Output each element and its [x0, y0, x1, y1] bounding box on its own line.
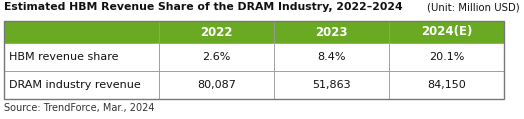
Bar	[4, 43, 159, 71]
Text: 20.1%: 20.1%	[429, 52, 464, 62]
Text: DRAM industry revenue: DRAM industry revenue	[9, 80, 141, 90]
Bar	[389, 43, 504, 71]
Bar	[159, 43, 274, 71]
Text: 2022: 2022	[200, 25, 233, 39]
Text: TRENDFORCE: TRENDFORCE	[171, 61, 337, 81]
Text: 2.6%: 2.6%	[202, 52, 231, 62]
Bar	[159, 21, 274, 43]
Text: 8.4%: 8.4%	[317, 52, 346, 62]
Text: Estimated HBM Revenue Share of the DRAM Industry, 2022–2024: Estimated HBM Revenue Share of the DRAM …	[4, 2, 402, 12]
Text: 2024(E): 2024(E)	[421, 25, 472, 39]
Bar	[389, 71, 504, 99]
Bar	[4, 21, 159, 43]
Text: Source: TrendForce, Mar., 2024: Source: TrendForce, Mar., 2024	[4, 103, 155, 113]
Bar	[274, 43, 389, 71]
Bar	[4, 71, 159, 99]
Text: 80,087: 80,087	[197, 80, 236, 90]
Text: HBM revenue share: HBM revenue share	[9, 52, 118, 62]
Text: 2023: 2023	[315, 25, 348, 39]
Bar	[274, 21, 389, 43]
Bar	[4, 21, 504, 99]
Text: 84,150: 84,150	[427, 80, 466, 90]
Bar	[159, 71, 274, 99]
Bar	[389, 21, 504, 43]
Text: 51,863: 51,863	[312, 80, 351, 90]
Text: (Unit: Million USD): (Unit: Million USD)	[427, 2, 520, 12]
Bar	[274, 71, 389, 99]
